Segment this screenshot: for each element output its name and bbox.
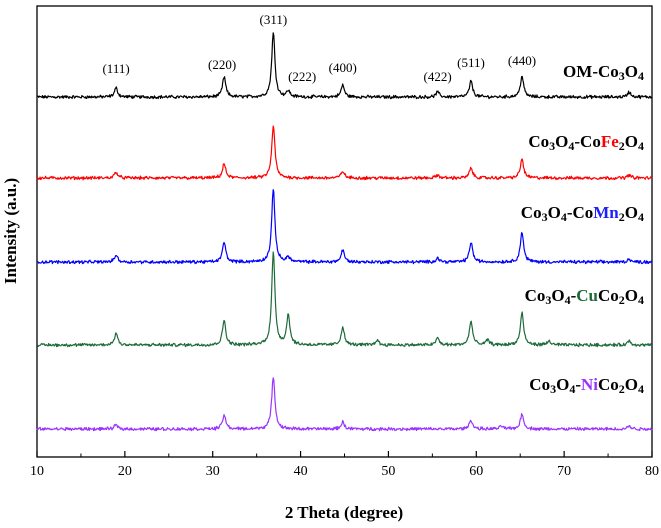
series-label-part: 4 <box>568 139 574 153</box>
miller-index-label: (220) <box>208 57 236 72</box>
x-tick-label: 60 <box>469 464 483 479</box>
series-label-part: O <box>551 286 564 305</box>
x-tick-label: 10 <box>30 464 44 479</box>
series-label-part: O <box>625 375 638 394</box>
miller-index-label: (311) <box>259 12 287 27</box>
series-line <box>36 125 653 181</box>
series-label-part: 3 <box>550 382 556 396</box>
series-label-part: O <box>625 286 638 305</box>
series-label-part: O <box>548 203 561 222</box>
series-label-part: 3 <box>542 210 548 224</box>
series-line <box>36 189 653 265</box>
series-label: Co3O4-CoMn2O4 <box>521 203 644 224</box>
series-label-part: 2 <box>619 139 625 153</box>
miller-index-label: (222) <box>288 69 316 84</box>
series-label-part: Ni <box>581 375 598 394</box>
series-label-part: 4 <box>565 293 571 307</box>
series-line <box>36 32 652 100</box>
series-label: Co3O4-CuCo2O4 <box>525 286 644 307</box>
series-label-part: - <box>571 286 577 305</box>
series-label-part: Fe <box>601 132 619 151</box>
series-label-part: Co <box>529 375 550 394</box>
series-label-part: 3 <box>545 293 551 307</box>
xrd-curves <box>36 32 653 432</box>
series-label: Co3O4-CoFe2O4 <box>528 132 644 153</box>
series-label-part: 2 <box>619 210 625 224</box>
series-label-part: 4 <box>638 139 644 153</box>
series-label-part: O <box>625 132 638 151</box>
series-label-part: Cu <box>576 286 598 305</box>
series-label-part: Co <box>598 375 619 394</box>
series-label-part: 2 <box>619 293 625 307</box>
x-axis-title: 2 Theta (degree) <box>285 503 403 522</box>
series-label-part: 4 <box>638 210 644 224</box>
series-label-part: 4 <box>561 210 567 224</box>
y-axis-title: Intensity (a.u.) <box>1 178 20 284</box>
series-label-part: 3 <box>549 139 555 153</box>
series-label-part: -Co <box>567 203 593 222</box>
series-label-part: 4 <box>638 293 644 307</box>
series-label-part: O <box>555 132 568 151</box>
series-label: Co3O4-NiCo2O4 <box>529 375 644 396</box>
series-label-part: 4 <box>569 382 575 396</box>
series-label-part: - <box>575 375 581 394</box>
x-tick-label: 40 <box>294 464 308 479</box>
series-label-part: Mn <box>593 203 619 222</box>
series-label-part: Co <box>521 203 542 222</box>
x-tick-label: 20 <box>118 464 132 479</box>
x-tick-label: 80 <box>645 464 659 479</box>
x-tick-label: 30 <box>206 464 220 479</box>
x-tick-label: 50 <box>381 464 395 479</box>
series-label-part: O <box>556 375 569 394</box>
series-label: OM-Co3O4 <box>563 62 644 83</box>
series-label-part: 3 <box>619 69 625 83</box>
miller-index-label: (511) <box>457 55 485 70</box>
miller-index-labels: (111) (220) (311) (222) (400) (422) (511) (440) <box>102 12 536 84</box>
series-line <box>36 377 653 432</box>
x-tick-label: 70 <box>557 464 571 479</box>
series-label-part: OM-Co <box>563 62 619 81</box>
series-label-part: Co <box>528 132 549 151</box>
x-axis-ticks: 10 20 30 40 50 60 70 80 <box>30 451 659 479</box>
series-label-part: O <box>625 203 638 222</box>
series-labels: OM-Co3O4Co3O4-CoFe2O4Co3O4-CoMn2O4Co3O4-… <box>521 62 644 396</box>
series-label-part: Co <box>598 286 619 305</box>
miller-index-label: (440) <box>508 53 536 68</box>
miller-index-label: (111) <box>102 61 129 76</box>
miller-index-label: (400) <box>329 60 357 75</box>
series-label-part: Co <box>525 286 546 305</box>
series-label-part: -Co <box>574 132 600 151</box>
series-label-part: 4 <box>638 382 644 396</box>
series-line <box>36 251 653 348</box>
series-label-part: O <box>625 62 638 81</box>
series-label-part: 2 <box>619 382 625 396</box>
miller-index-label: (422) <box>424 69 452 84</box>
series-label-part: 4 <box>638 69 644 83</box>
